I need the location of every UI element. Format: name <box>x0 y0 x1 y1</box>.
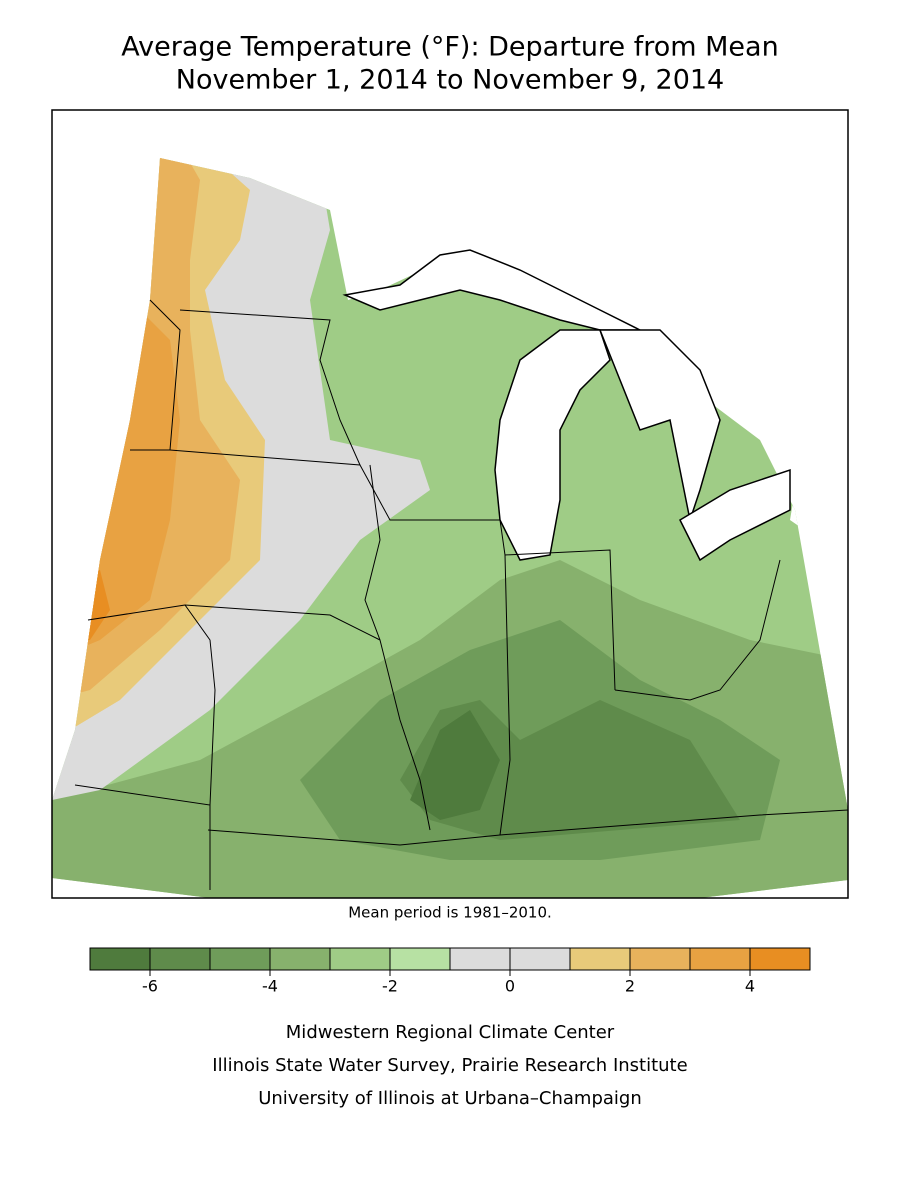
map <box>51 109 849 899</box>
legend-bin <box>629 947 691 971</box>
legend-bin <box>89 947 151 971</box>
legend-bin <box>329 947 391 971</box>
legend-bin <box>689 947 751 971</box>
legend-bin <box>509 947 571 971</box>
legend-tick-label: -2 <box>382 977 398 996</box>
legend-bin <box>149 947 211 971</box>
legend-tick-label: 4 <box>745 977 755 996</box>
legend-bin <box>209 947 271 971</box>
legend-bin <box>449 947 511 971</box>
legend-bin <box>749 947 811 971</box>
legend-bin <box>389 947 451 971</box>
credit: Midwestern Regional Climate Center <box>286 1022 615 1043</box>
credit: University of Illinois at Urbana–Champai… <box>258 1088 642 1109</box>
legend-bin <box>569 947 631 971</box>
title: Average Temperature (°F): Departure from… <box>121 32 778 63</box>
legend-tick-label: 2 <box>625 977 635 996</box>
legend-bin <box>269 947 331 971</box>
legend-tick-label: -4 <box>262 977 278 996</box>
note: Mean period is 1981–2010. <box>348 904 552 922</box>
legend-tick-label: 0 <box>505 977 515 996</box>
legend-tick-label: -6 <box>142 977 158 996</box>
subtitle: November 1, 2014 to November 9, 2014 <box>176 65 724 96</box>
credit: Illinois State Water Survey, Prairie Res… <box>212 1055 687 1076</box>
legend: -6 -4 -2 0 2 4 <box>89 947 811 996</box>
